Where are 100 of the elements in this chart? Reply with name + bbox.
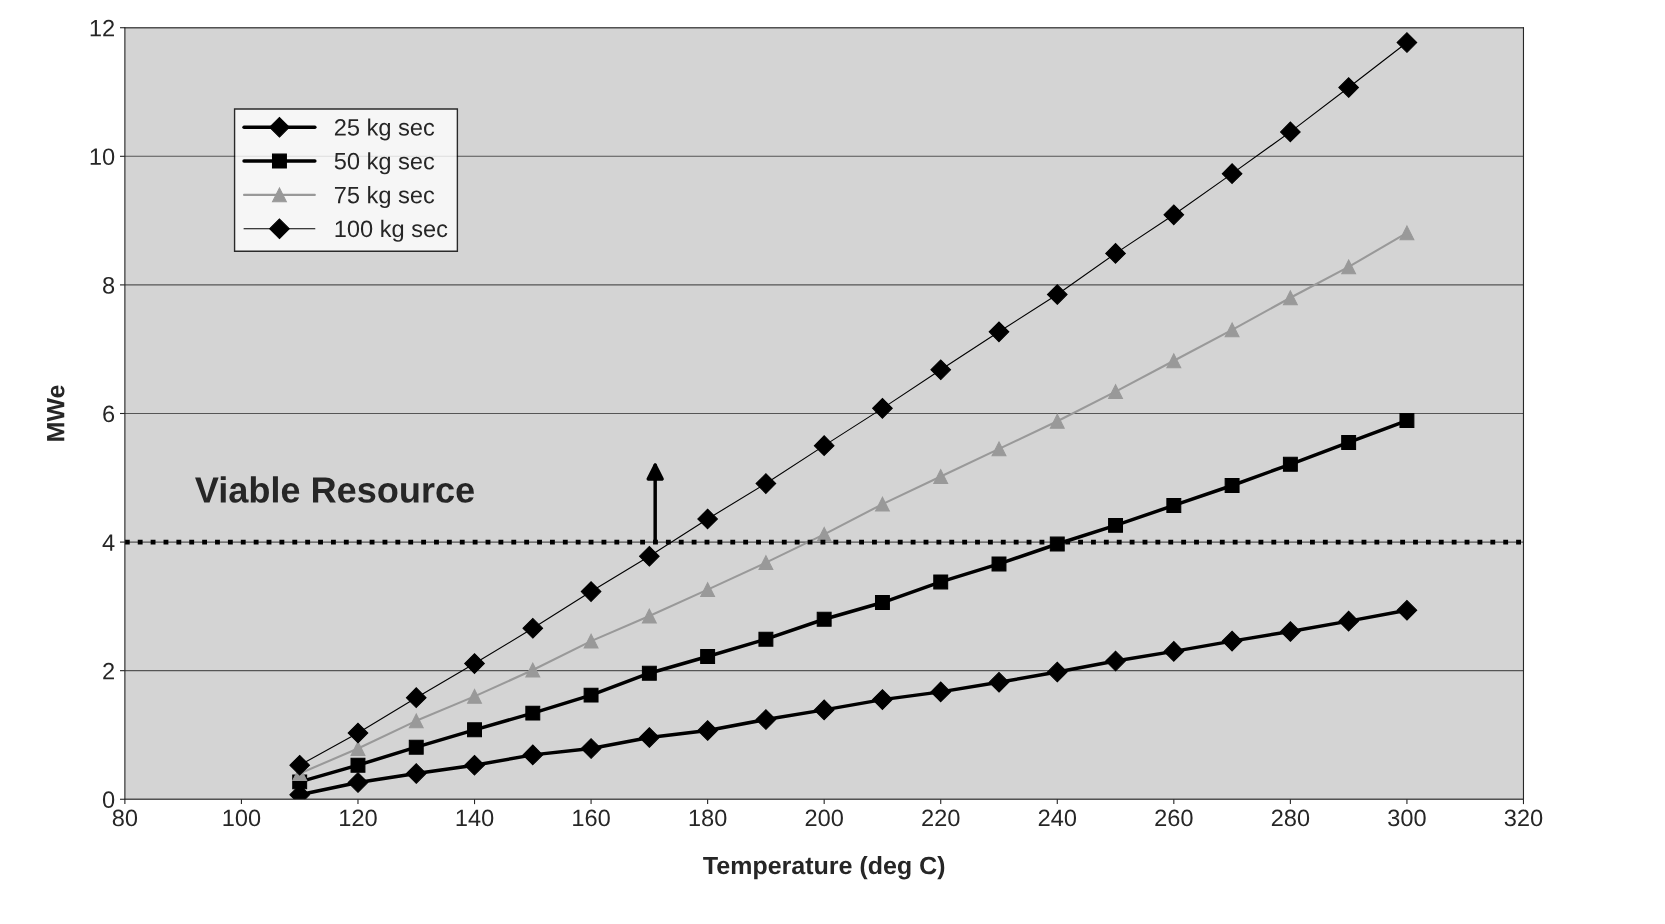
- point: [1396, 599, 1418, 621]
- point: [1105, 650, 1126, 672]
- point: [991, 556, 1007, 572]
- point: [522, 744, 544, 766]
- point: [525, 662, 541, 678]
- x-tick-label: 220: [922, 809, 960, 827]
- point: [347, 722, 369, 744]
- point: [933, 574, 949, 590]
- point: [1396, 32, 1418, 53]
- x-tick-label: 240: [1038, 809, 1077, 827]
- point: [1282, 290, 1298, 306]
- y-tick-label: 12: [90, 19, 114, 37]
- x-tick-label: 160: [573, 809, 610, 827]
- point: [1224, 322, 1240, 338]
- point: [1224, 478, 1240, 493]
- x-axis-title: Temperature (deg C): [703, 855, 945, 880]
- point: [872, 689, 893, 710]
- x-tick-label: 140: [456, 809, 494, 827]
- point: [697, 720, 718, 741]
- point: [933, 469, 949, 484]
- point: [1341, 259, 1357, 275]
- point: [583, 687, 599, 703]
- point: [988, 321, 1010, 343]
- point: [1163, 641, 1185, 662]
- legend-label: 50 kg sec: [334, 152, 435, 175]
- point: [464, 754, 485, 776]
- x-tick-label: 200: [805, 809, 843, 827]
- point: [1282, 456, 1298, 472]
- y-tick-label: 8: [103, 276, 115, 294]
- point: [1221, 163, 1243, 185]
- x-tick-label: 280: [1271, 809, 1310, 827]
- point: [758, 555, 774, 571]
- x-tick-label: 120: [340, 809, 377, 827]
- y-tick-label: 6: [103, 405, 115, 423]
- point: [813, 699, 835, 721]
- legend-label: 75 kg sec: [334, 186, 435, 209]
- point: [1341, 434, 1357, 450]
- point: [930, 359, 952, 381]
- ref-line-label: Viable Resource: [195, 476, 474, 503]
- point: [580, 738, 602, 759]
- y-tick-label: 2: [103, 662, 114, 680]
- point: [1399, 225, 1415, 241]
- point: [988, 671, 1010, 693]
- point: [408, 739, 424, 755]
- point: [641, 608, 657, 624]
- point: [350, 741, 366, 756]
- x-tick-label: 300: [1388, 809, 1426, 827]
- x-tick-label: 260: [1155, 809, 1193, 827]
- point: [1105, 243, 1126, 264]
- point: [467, 722, 482, 738]
- point: [1049, 413, 1065, 429]
- point: [700, 582, 716, 598]
- point: [697, 508, 718, 530]
- legend-label: 100 kg sec: [335, 219, 448, 242]
- point: [405, 687, 427, 709]
- y-axis-title: MWe: [47, 385, 65, 441]
- point: [467, 688, 482, 704]
- point: [758, 631, 774, 647]
- point: [813, 435, 835, 456]
- point: [930, 681, 952, 703]
- point: [639, 545, 660, 567]
- point: [991, 441, 1007, 457]
- point: [1280, 621, 1301, 642]
- point: [1280, 121, 1301, 143]
- point: [816, 526, 832, 542]
- point: [522, 617, 544, 639]
- point: [1108, 517, 1124, 533]
- point: [872, 398, 893, 419]
- point: [408, 713, 424, 729]
- point: [289, 754, 311, 776]
- y-tick-label: 4: [102, 534, 115, 551]
- point: [1221, 630, 1243, 652]
- point: [755, 473, 777, 494]
- y-tick-label: 10: [90, 148, 115, 166]
- point: [1108, 384, 1124, 400]
- x-tick-label: 100: [223, 809, 261, 827]
- point: [874, 595, 890, 610]
- point: [464, 653, 485, 674]
- point: [1046, 284, 1068, 305]
- x-tick-label: 180: [689, 809, 727, 827]
- point: [350, 757, 366, 773]
- point: [639, 727, 660, 748]
- x-tick-label: 320: [1504, 809, 1543, 827]
- point: [580, 581, 602, 602]
- point: [1399, 413, 1415, 429]
- legend-label: 25 kg sec: [334, 118, 435, 141]
- point: [1046, 661, 1068, 683]
- point: [347, 772, 369, 793]
- point: [700, 649, 716, 664]
- x-tick-label: 80: [112, 809, 138, 827]
- point: [405, 763, 427, 784]
- point: [816, 611, 832, 627]
- point: [525, 705, 541, 721]
- point: [641, 665, 657, 681]
- point: [1163, 204, 1185, 226]
- point: [874, 496, 890, 512]
- point: [755, 709, 777, 730]
- y-tick-label: 0: [102, 791, 115, 809]
- point: [1166, 497, 1182, 513]
- point: [583, 633, 599, 649]
